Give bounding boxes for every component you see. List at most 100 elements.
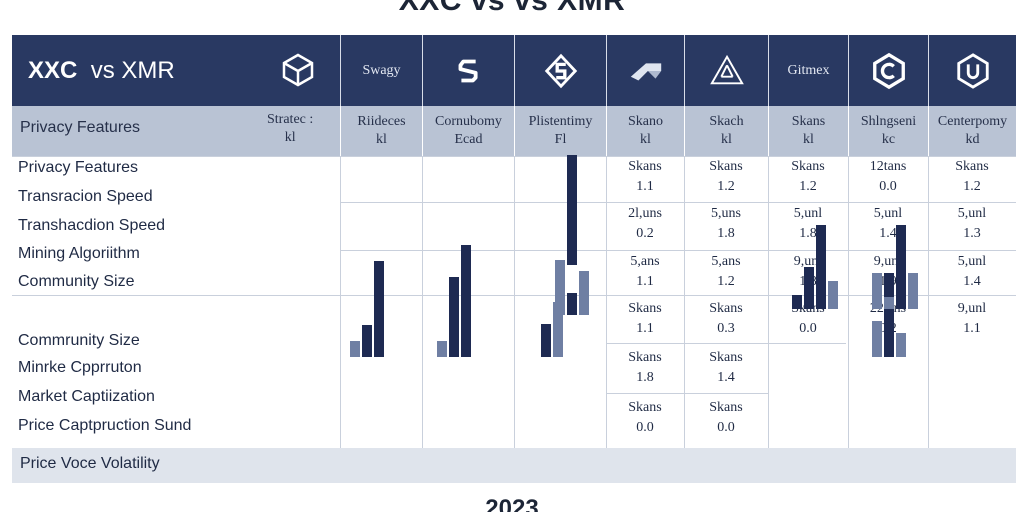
value-number: 1.1 (636, 179, 654, 194)
header-col-1-label: Swagy (362, 62, 401, 78)
value-name: 5,ans (630, 254, 660, 269)
row-divider (340, 250, 1016, 251)
subheader-cell-8-line-2: kd (965, 132, 980, 147)
header-col-7 (848, 35, 928, 106)
value-cell: Skans 1.2 (768, 157, 848, 197)
subheader-cell-3: Plistentimy Fl (514, 106, 606, 156)
mini-bar-charts (350, 155, 918, 357)
bar (828, 281, 838, 309)
value-name: Skans (628, 301, 662, 316)
subheader-cell-6-line-1: Skans (791, 114, 826, 129)
bar (872, 321, 882, 357)
title-vs: vs (90, 57, 115, 84)
value-number: 0.0 (799, 321, 817, 336)
value-name: 9,unl (793, 254, 823, 269)
title-right: XMR (121, 57, 175, 84)
bar (884, 297, 894, 309)
subheader-row: Privacy Features Stratec : kl Riideces kl… (12, 106, 1016, 156)
value-name: Skans (628, 350, 662, 365)
value-number: 0.0 (879, 179, 897, 194)
value-number: 0.3 (717, 321, 735, 336)
row-divider (12, 295, 1016, 296)
value-name: Skans (709, 159, 743, 174)
value-cell: Skans 1.2 (684, 157, 768, 197)
value-name: 9,unl (957, 301, 987, 316)
table-body: Privacy Features Transracion Speed Trans… (12, 155, 1016, 448)
value-number: 0.2 (636, 226, 654, 241)
value-cell: Skans 0.0 (606, 398, 684, 438)
bar (553, 302, 563, 357)
value-number: 1.8 (636, 370, 654, 385)
bar (884, 273, 894, 357)
bar (896, 333, 906, 357)
subheader-first-extra-line-1: Stratec : (267, 112, 314, 127)
subheader-cell-2-line-1: Cornubomy (435, 114, 502, 129)
value-name: Skans (791, 159, 825, 174)
grid-col-7 (848, 156, 928, 448)
bar (567, 155, 577, 265)
s-coin-icon (458, 59, 478, 82)
header-row: XXC vs XMR Swagy (12, 35, 1016, 106)
title-left: XXC (28, 57, 78, 84)
hexagon-u-icon (956, 52, 989, 89)
value-number: 1.2 (717, 274, 735, 289)
header-col-1: Swagy (340, 35, 422, 106)
value-cell: 12tans 0.0 (848, 157, 928, 197)
subheader-cell-6: Skans kl (768, 106, 848, 156)
triangle-arrows-icon (709, 54, 744, 84)
subheader-cell-1: Riideces kl (340, 106, 422, 156)
value-number: 1.2 (799, 179, 817, 194)
subheader-first-extra-line-2: kl (284, 130, 296, 145)
value-cell: 2l,uns 0.2 (606, 204, 684, 244)
value-number: 1.2 (963, 179, 981, 194)
value-name: Skans (709, 350, 743, 365)
grid-col-8 (928, 156, 1016, 448)
bar (792, 295, 802, 309)
value-name: Skans (628, 159, 662, 174)
subheader-cell-7-line-1: Shlngseni (860, 114, 917, 129)
hexagon-c-icon (872, 52, 905, 89)
value-name: Skans (628, 400, 662, 415)
bar (449, 277, 459, 357)
footer-label: Price Voce Volatility (20, 455, 160, 472)
subheader-cell-5: Skach kl (684, 106, 768, 156)
value-cell: 5,ans 1.2 (684, 252, 768, 292)
row-label: Minrke Cpprruton (18, 359, 142, 376)
header-col-3 (514, 35, 606, 106)
header-col-8 (928, 35, 1016, 106)
bar (541, 324, 551, 357)
row-divider (340, 202, 1016, 203)
value-name: Skans (955, 159, 989, 174)
row-divider (606, 393, 768, 394)
grid-col-4 (606, 156, 684, 448)
subheader-cell-8: Centerpomy kd (928, 106, 1016, 156)
header-col-4 (606, 35, 684, 106)
value-name: 12tans (869, 159, 907, 174)
subheader-cell-1-line-2: kl (376, 132, 387, 147)
row-label: Privacy Features (18, 159, 139, 176)
value-number: 1.1 (636, 274, 654, 289)
bar (374, 261, 384, 357)
value-number: 0.0 (717, 420, 735, 435)
value-cell: 5,unl 1.4 (928, 252, 1016, 292)
value-number: 1.8 (717, 226, 735, 241)
row-label: Transracion Speed (18, 188, 153, 205)
value-cell: 5,unl 1.4 (848, 204, 928, 244)
header-col-5 (684, 35, 768, 106)
row-label: Community Size (18, 273, 135, 290)
subheader-cell-2: Cornubomy Ecad (422, 106, 514, 156)
cube-icon (282, 53, 314, 87)
subheader-cell-7: Shlngseni kc (848, 106, 928, 156)
row-label: Commrunity Size (18, 332, 140, 349)
value-name: 9,unl (873, 254, 903, 269)
header-col-2 (422, 35, 514, 106)
subheader-cell-5-line-2: kl (721, 132, 732, 147)
value-cell: 5,unl 1.3 (928, 204, 1016, 244)
value-number: 1.4 (717, 370, 735, 385)
bar (804, 267, 814, 309)
footer-row: Price Voce Volatility (12, 448, 1016, 483)
value-cell: Skans 1.4 (684, 348, 768, 388)
row-label: Market Captiization (18, 388, 155, 405)
value-name: 5,unl (873, 206, 903, 221)
bar (437, 341, 447, 357)
